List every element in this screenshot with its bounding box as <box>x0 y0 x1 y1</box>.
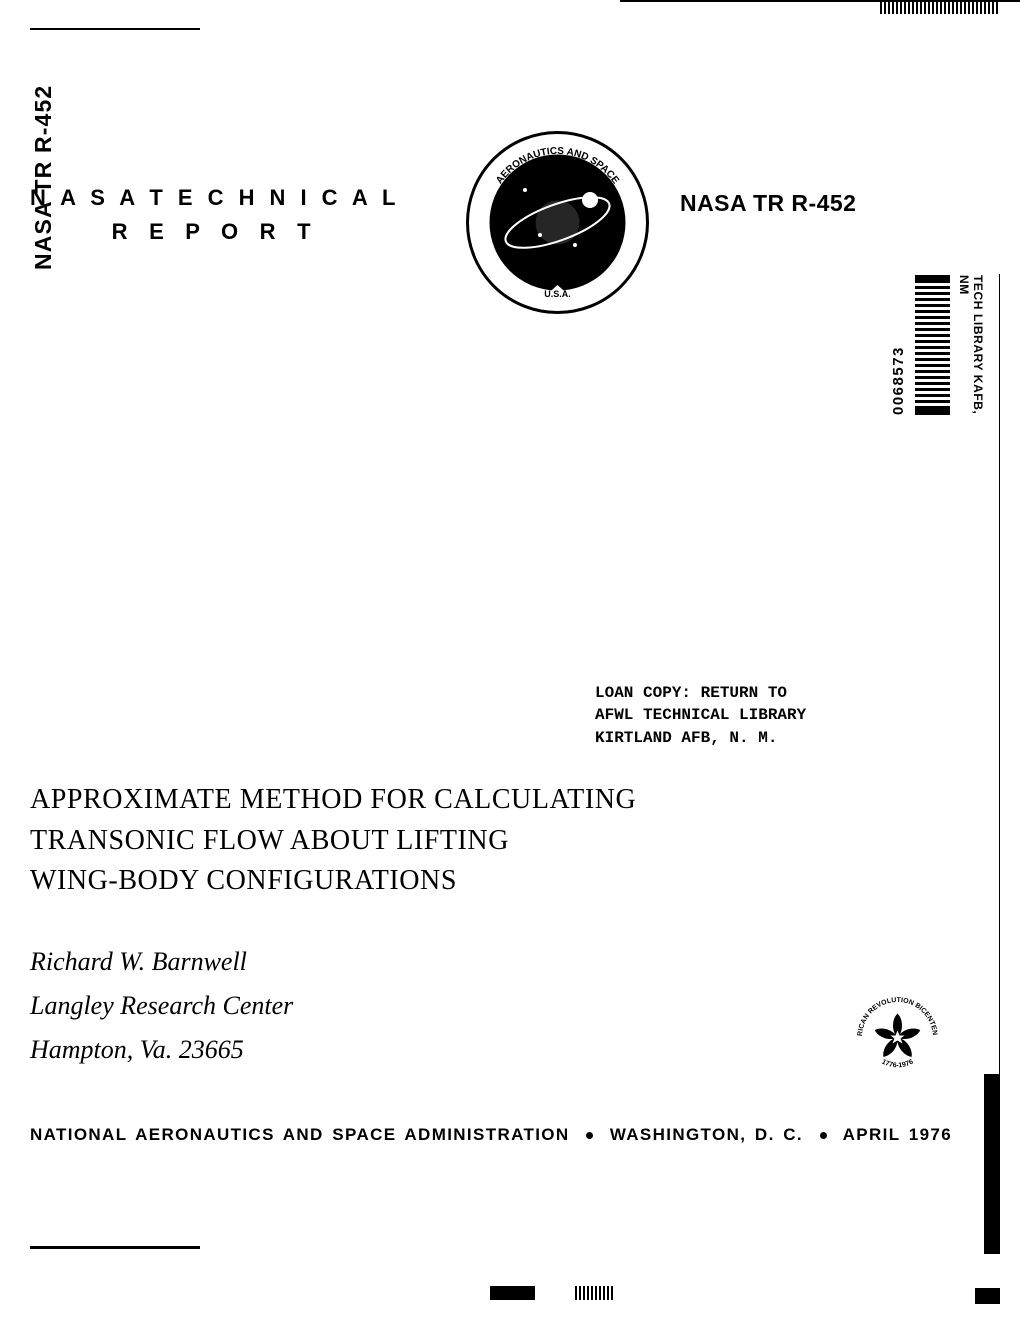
author-affiliation: Langley Research Center <box>30 984 293 1028</box>
barcode-lines-icon <box>915 275 950 415</box>
header-title-line1: N A S A T E C H N I C A L <box>30 185 400 211</box>
footer-date: APRIL 1976 <box>843 1125 952 1144</box>
loan-copy-line2: AFWL TECHNICAL LIBRARY <box>595 704 806 726</box>
bullet-icon <box>820 1132 827 1139</box>
loan-copy-line3: KIRTLAND AFB, N. M. <box>595 727 806 749</box>
bottom-rule <box>30 1246 200 1249</box>
barcode-number: 0068573 <box>890 275 907 415</box>
bicentennial-seal-icon: AMERICAN REVOLUTION BICENTENNIAL 1776-19… <box>850 990 945 1085</box>
loan-copy-line1: LOAN COPY: RETURN TO <box>595 682 806 704</box>
library-barcode: 0068573 TECH LIBRARY KAFB, NM <box>890 275 985 415</box>
right-page-edge <box>984 1074 1000 1254</box>
publication-footer: NATIONAL AERONAUTICS AND SPACE ADMINISTR… <box>30 1125 952 1145</box>
footer-agency: NATIONAL AERONAUTICS AND SPACE ADMINISTR… <box>30 1125 570 1144</box>
svg-text:U.S.A.: U.S.A. <box>544 289 571 299</box>
nasa-seal-icon: AERONAUTICS AND SPACE U.S.A. <box>465 130 650 315</box>
svg-text:1776-1976: 1776-1976 <box>881 1059 915 1070</box>
top-rule <box>30 28 200 30</box>
title-line2: TRANSONIC FLOW ABOUT LIFTING <box>30 821 636 862</box>
spine-label: NASA TR R-452 <box>30 85 57 270</box>
barcode-library: TECH LIBRARY KAFB, NM <box>957 275 985 415</box>
header-left-block: N A S A T E C H N I C A L R E P O R T <box>30 185 400 245</box>
document-page: N A S A T E C H N I C A L R E P O R T AE… <box>0 0 1020 1334</box>
title-line3: WING-BODY CONFIGURATIONS <box>30 861 636 902</box>
report-number: NASA TR R-452 <box>680 190 856 217</box>
bottom-scan-markers <box>490 1286 630 1304</box>
bottom-right-mark <box>975 1288 1000 1304</box>
title-line1: APPROXIMATE METHOD FOR CALCULATING <box>30 780 636 821</box>
header-title-line2: R E P O R T <box>30 219 400 245</box>
loan-copy-notice: LOAN COPY: RETURN TO AFWL TECHNICAL LIBR… <box>595 682 806 749</box>
bullet-icon <box>586 1132 593 1139</box>
spine-text: NASA TR R-452 <box>30 85 56 270</box>
author-block: Richard W. Barnwell Langley Research Cen… <box>30 940 293 1073</box>
author-location: Hampton, Va. 23665 <box>30 1028 293 1072</box>
footer-location: WASHINGTON, D. C. <box>610 1125 803 1144</box>
author-name: Richard W. Barnwell <box>30 940 293 984</box>
document-title: APPROXIMATE METHOD FOR CALCULATING TRANS… <box>30 780 636 902</box>
top-scan-markers <box>620 0 1020 20</box>
